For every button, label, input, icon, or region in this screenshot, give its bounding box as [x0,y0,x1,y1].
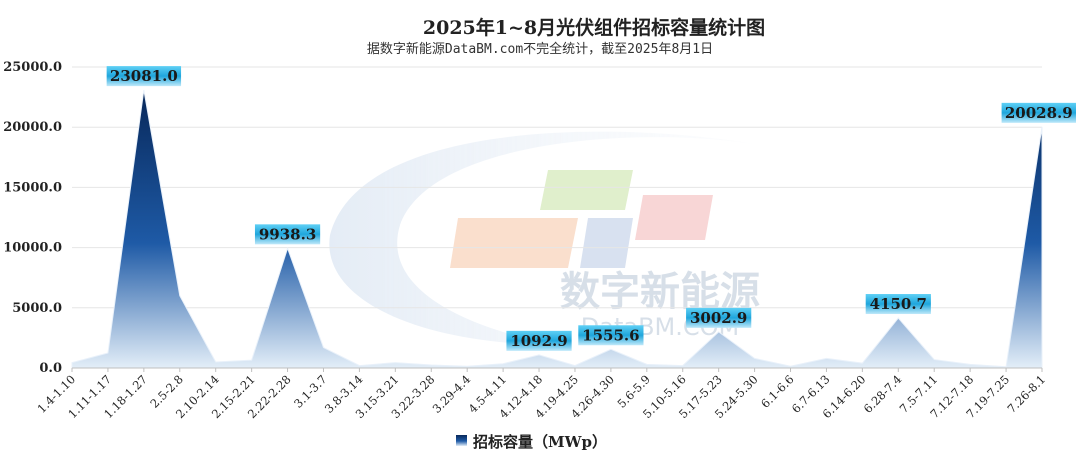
data-point-2.5-2.8 [179,295,181,297]
data-labels: 23081.0 9938.3 1092.9 1555.6 3002.9 4150.7 200… [106,66,1076,351]
data-point-3.1-3.7 [323,347,325,349]
data-point-6.1-6.6 [790,365,792,367]
data-point-7.5-7.11 [933,359,935,361]
data-point-7.12-7.18 [969,364,971,366]
data-point-7.26-8.1 [1041,126,1043,128]
data-label: 23081.0 [110,67,178,85]
data-point-6.7-6.13 [826,358,828,360]
data-point-3.15-3.21 [395,362,397,364]
x-tick-label: 6.28-7.4 [861,372,905,416]
data-point-5.6-5.9 [646,364,648,366]
data-label-box [506,330,572,351]
legend-swatch [456,435,467,446]
legend-label: 招标容量（MWp） [473,433,607,451]
data-label: 1555.6 [582,326,639,344]
watermark-tile-orange [450,218,578,268]
data-point-4.12-4.18 [538,354,540,356]
data-point-5.24-5.30 [754,358,756,360]
data-label-box [686,307,752,328]
x-tick-label: 7.26-8.1 [1004,372,1048,416]
data-label: 20028.9 [1005,104,1073,122]
data-point-4.5-4.11 [502,363,504,365]
y-axis: 0.0 5000.0 10000.0 15000.0 20000.0 25000.0 [3,60,62,376]
data-point-1.18-1.27 [143,89,145,91]
data-point-1.4-1.10 [71,362,73,364]
y-tick-label: 5000.0 [12,301,62,316]
area-fill [71,90,1043,369]
x-tick-label: 3.29-4.4 [430,372,474,416]
data-point-6.28-7.4 [897,317,899,319]
data-point-3.22-3.28 [430,364,432,366]
data-label: 9938.3 [259,225,316,243]
data-point-4.19-4.25 [574,365,576,367]
y-tick-label: 20000.0 [3,120,62,135]
data-label-box [1001,102,1076,123]
data-point-5.17-5.23 [718,331,720,333]
data-label: 3002.9 [690,309,747,327]
data-point-2.22-2.28 [287,248,289,250]
area-series [71,89,1043,369]
data-point-6.14-6.20 [862,362,864,364]
chart-subtitle: 据数字新能源DataBM.com不完全统计，截至2025年8月1日 [367,41,713,57]
data-point-7.19-7.25 [1005,366,1007,368]
data-label-box [865,294,931,315]
gridlines [72,66,1042,309]
data-label-box [254,224,321,245]
data-label-box [106,66,182,87]
data-point-3.29-4.4 [466,365,468,367]
x-axis: 1.4-1.101.11-1.171.18-1.272.5-2.82.10-2.… [34,368,1048,421]
watermark-tile-green [540,170,633,210]
legend: 招标容量（MWp） [456,433,607,451]
data-label: 1092.9 [510,332,567,350]
data-label: 4150.7 [870,295,927,313]
data-point-4.26-4.30 [610,348,612,350]
y-tick-label: 25000.0 [3,60,62,75]
data-label-box [578,325,644,346]
data-point-2.10-2.14 [215,361,217,363]
y-tick-label: 0.0 [39,361,62,376]
chart-title: 2025年1~8月光伏组件招标容量统计图 [423,16,765,39]
data-point-1.11-1.17 [107,352,109,354]
data-point-3.8-3.14 [359,365,361,367]
y-tick-label: 10000.0 [3,241,62,256]
watermark-tile-blue [580,218,633,268]
data-point-5.10-5.16 [682,365,684,367]
data-point-2.15-2.21 [251,359,253,361]
watermark-tile-red [635,195,713,240]
y-tick-label: 15000.0 [3,180,62,195]
